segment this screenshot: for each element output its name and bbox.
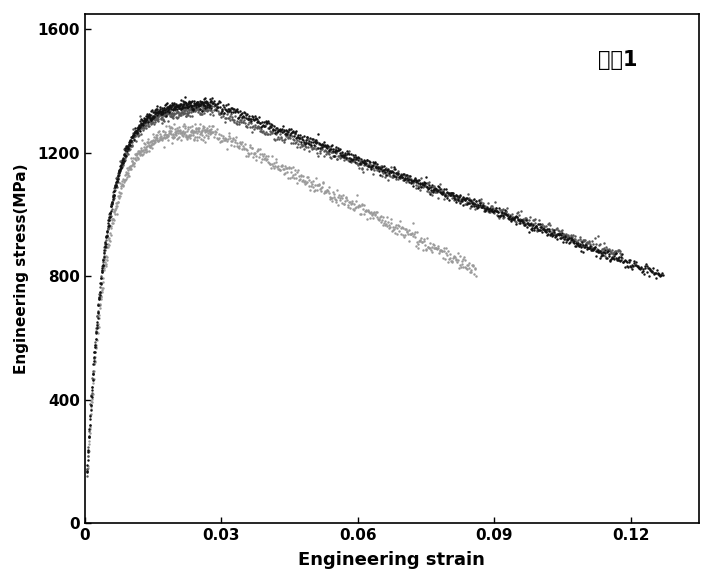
Text: 实例1: 实例1 [598, 50, 637, 69]
Y-axis label: Engineering stress(MPa): Engineering stress(MPa) [14, 163, 29, 374]
X-axis label: Engineering strain: Engineering strain [299, 551, 486, 569]
